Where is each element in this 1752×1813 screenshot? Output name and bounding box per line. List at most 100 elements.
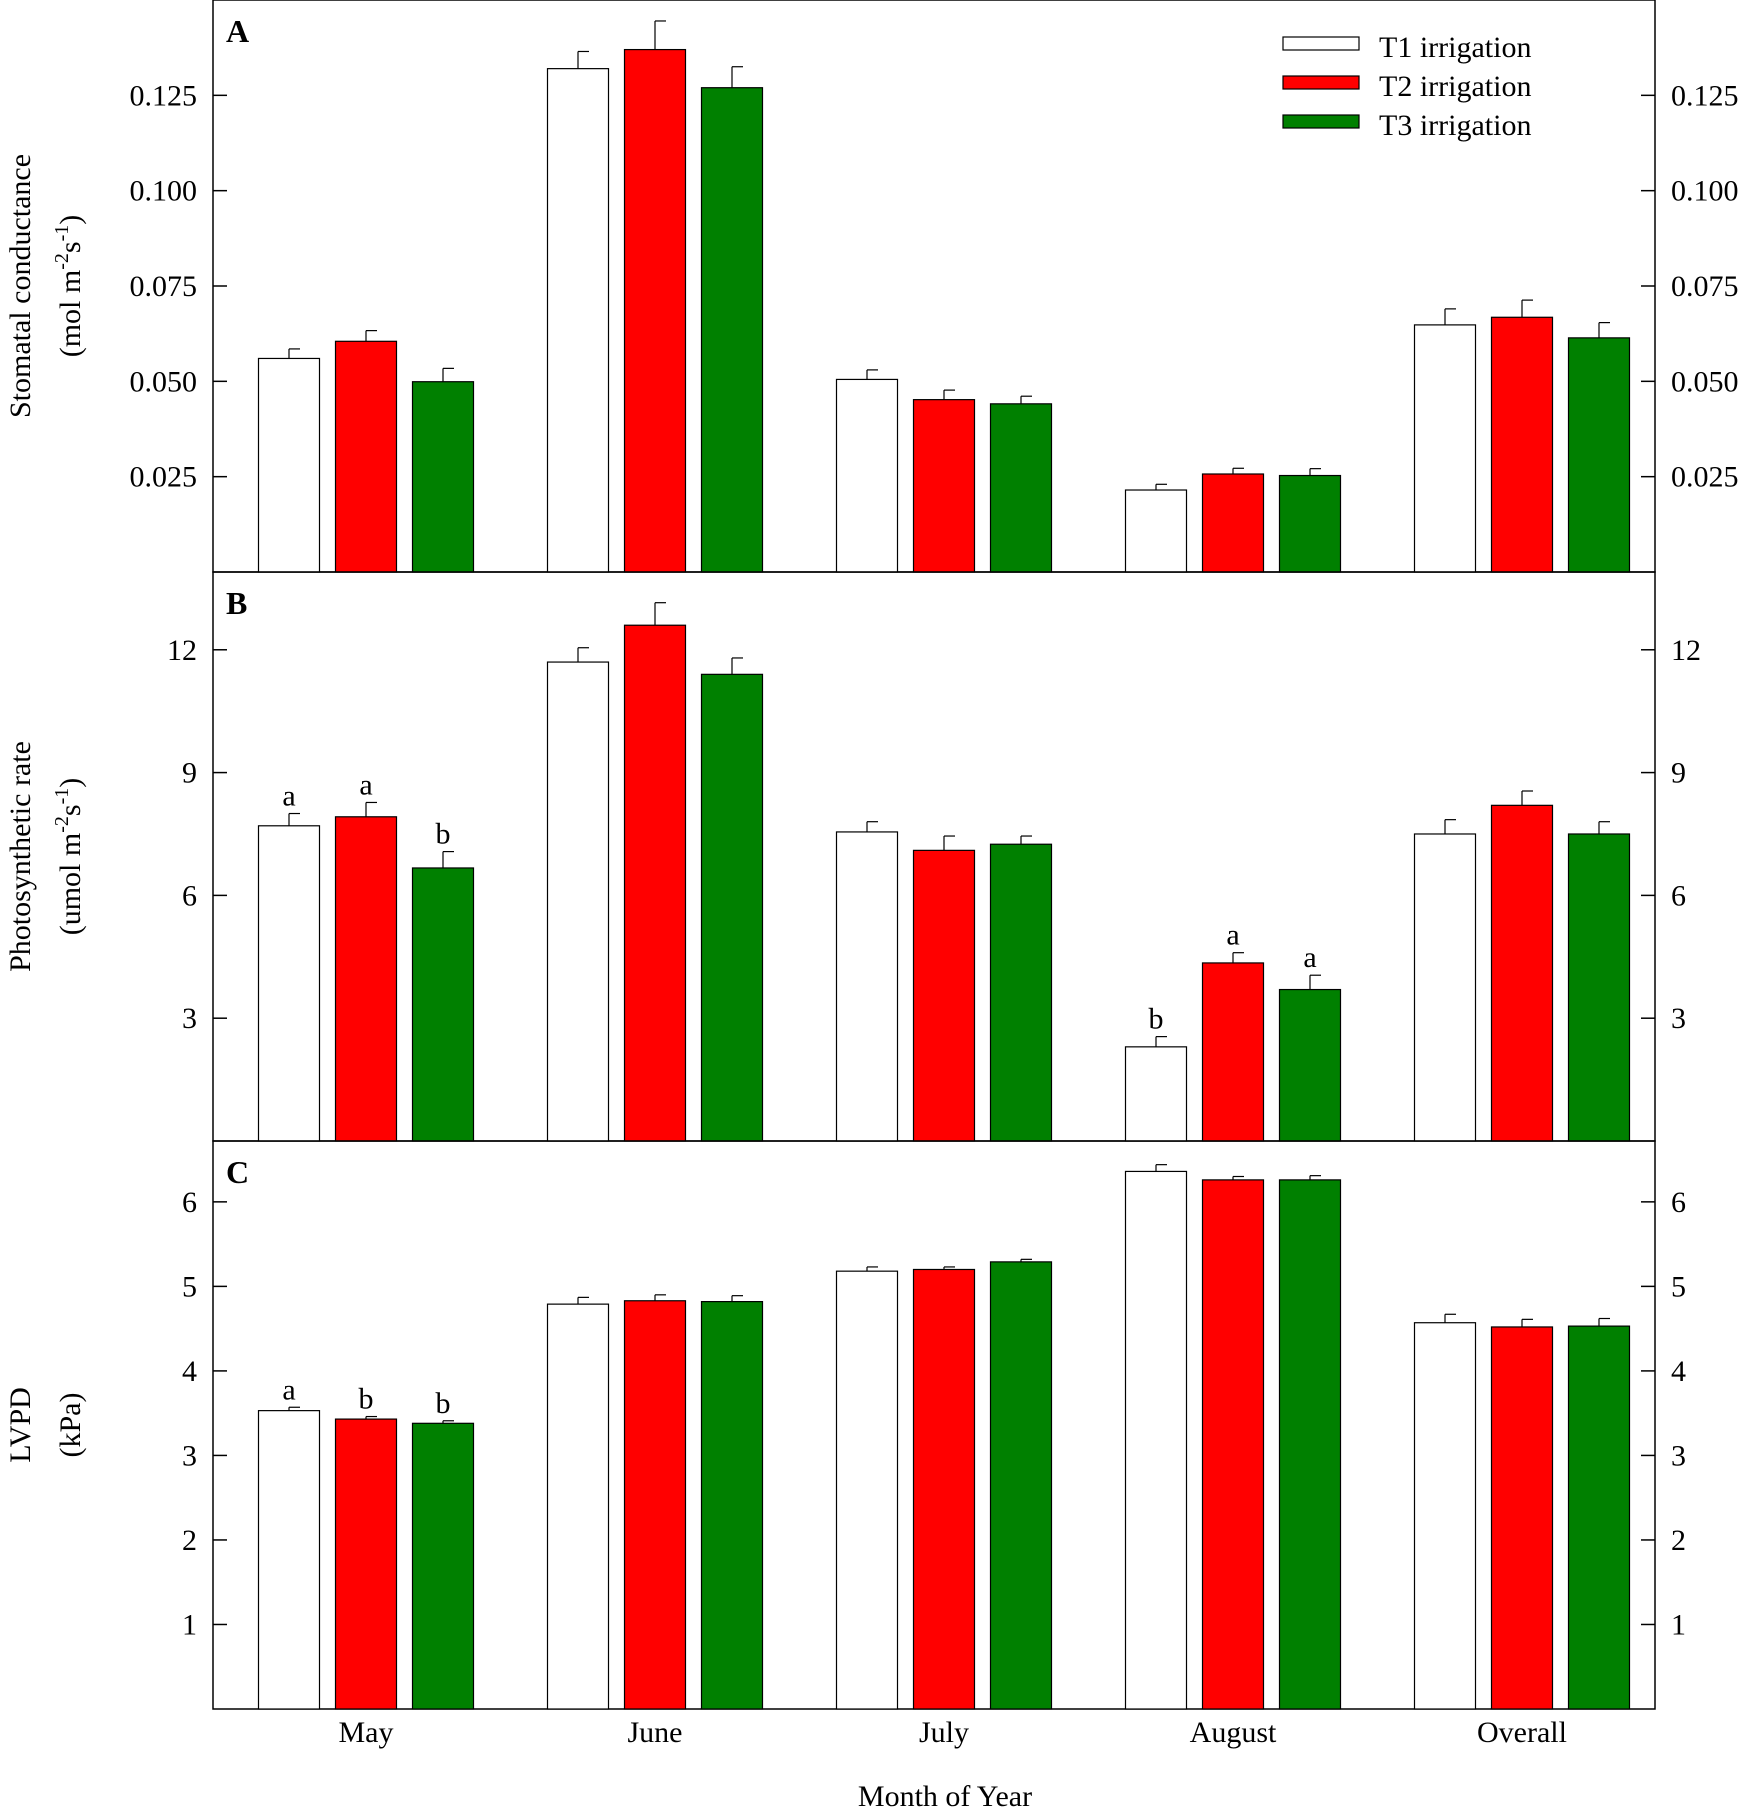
left-tick-label: 3: [182, 1002, 197, 1035]
left-tick-label: 6: [182, 879, 197, 912]
right-tick-label: 0.050: [1671, 365, 1739, 398]
significance-letter: a: [1303, 941, 1316, 974]
bar-A-overall-t2: [1490, 316, 1554, 573]
legend-swatch-t1: [1282, 36, 1360, 51]
right-tick-label: 6: [1671, 1186, 1686, 1219]
bar-C-july-t3: [989, 1261, 1053, 1710]
right-tick-label: 1: [1671, 1608, 1686, 1641]
bar-B-august-t1: [1124, 1046, 1188, 1142]
left-tick-label: 2: [182, 1524, 197, 1557]
legend-label-t2: T2 irrigation: [1379, 70, 1531, 103]
left-tick-label: 1: [182, 1608, 197, 1641]
left-tick-label: 3: [182, 1439, 197, 1472]
significance-letter: b: [359, 1383, 374, 1416]
left-tick-label: 12: [167, 634, 197, 667]
bar-B-june-t2: [623, 624, 687, 1142]
bar-C-june-t3: [700, 1300, 764, 1710]
bar-B-may-t3: [411, 867, 475, 1142]
right-tick-label: 3: [1671, 1002, 1686, 1035]
right-tick-label: 12: [1671, 634, 1701, 667]
right-tick-label: 0.125: [1671, 79, 1739, 112]
bar-A-may-t2: [334, 340, 398, 573]
panel-A: 0.025 0.025 0.050 0.050 0.075 0.075 0.100 0.100…: [4, 0, 1739, 573]
category-label-august: August: [1190, 1716, 1277, 1749]
category-label-overall: Overall: [1477, 1716, 1567, 1749]
bar-B-july-t3: [989, 843, 1053, 1142]
bar-B-july-t1: [835, 831, 899, 1142]
bar-A-may-t1: [257, 357, 321, 573]
bar-A-august-t2: [1201, 473, 1265, 573]
bar-A-overall-t3: [1567, 337, 1631, 573]
bar-B-june-t1: [546, 661, 610, 1142]
bar-A-june-t2: [623, 48, 687, 573]
significance-letter: a: [282, 1373, 295, 1406]
bar-A-june-t3: [700, 87, 764, 573]
y-axis-title: Stomatal conductance: [4, 154, 37, 418]
right-tick-label: 0.100: [1671, 175, 1739, 208]
right-tick-label: 6: [1671, 879, 1686, 912]
right-tick-label: 9: [1671, 757, 1686, 790]
right-tick-label: 0.075: [1671, 270, 1739, 303]
bar-B-july-t2: [912, 849, 976, 1142]
legend-swatch-t3: [1282, 114, 1360, 129]
right-tick-label: 0.025: [1671, 461, 1739, 494]
significance-letter: b: [1149, 1003, 1164, 1036]
category-label-july: July: [919, 1716, 969, 1749]
bar-B-overall-t2: [1490, 804, 1554, 1142]
bar-C-june-t2: [623, 1300, 687, 1710]
y-axis-title: LVPD: [4, 1387, 37, 1463]
bar-A-june-t1: [546, 68, 610, 573]
bar-B-overall-t3: [1567, 833, 1631, 1142]
left-tick-label: 0.125: [130, 79, 198, 112]
category-label-may: May: [339, 1716, 394, 1749]
left-tick-label: 0.100: [130, 175, 198, 208]
panel-letter: A: [226, 13, 249, 49]
panel-letter: C: [226, 1154, 249, 1190]
legend-label-t1: T1 irrigation: [1379, 31, 1531, 64]
significance-letter: a: [1226, 919, 1239, 952]
legend-label-t3: T3 irrigation: [1379, 109, 1531, 142]
right-tick-label: 2: [1671, 1524, 1686, 1557]
significance-letter: b: [436, 1387, 451, 1420]
bar-C-august-t2: [1201, 1179, 1265, 1710]
left-tick-label: 0.050: [130, 365, 198, 398]
bar-C-overall-t3: [1567, 1325, 1631, 1710]
bar-A-may-t3: [411, 381, 475, 573]
y-axis-units: (mol m-2s-1): [51, 215, 87, 358]
bar-B-august-t2: [1201, 962, 1265, 1142]
bar-C-june-t1: [546, 1303, 610, 1710]
left-tick-label: 0.075: [130, 270, 198, 303]
y-axis-units: (umol m-2s-1): [51, 778, 87, 936]
left-tick-label: 9: [182, 757, 197, 790]
right-tick-label: 3: [1671, 1439, 1686, 1472]
significance-letter: a: [359, 768, 372, 801]
bar-B-may-t2: [334, 816, 398, 1142]
bar-A-overall-t1: [1413, 324, 1477, 573]
bar-C-may-t3: [411, 1422, 475, 1710]
left-tick-label: 6: [182, 1186, 197, 1219]
bar-A-july-t2: [912, 399, 976, 573]
bar-A-august-t3: [1278, 474, 1342, 573]
right-tick-label: 5: [1671, 1270, 1686, 1303]
bar-C-may-t1: [257, 1410, 321, 1710]
panel-letter: B: [226, 585, 247, 621]
bar-B-may-t1: [257, 825, 321, 1142]
significance-letter: b: [436, 818, 451, 851]
bar-A-august-t1: [1124, 489, 1188, 573]
left-tick-label: 0.025: [130, 461, 198, 494]
left-tick-label: 5: [182, 1270, 197, 1303]
y-axis-title: Photosynthetic rate: [4, 741, 37, 972]
bar-C-july-t2: [912, 1268, 976, 1710]
y-axis-units: (kPa): [54, 1393, 87, 1458]
right-tick-label: 4: [1671, 1355, 1686, 1388]
bar-C-may-t2: [334, 1418, 398, 1710]
left-tick-label: 4: [182, 1355, 197, 1388]
bar-B-june-t3: [700, 673, 764, 1142]
bar-C-july-t1: [835, 1270, 899, 1710]
bar-C-august-t1: [1124, 1170, 1188, 1710]
bar-C-overall-t2: [1490, 1326, 1554, 1710]
panel-B: 3 3 6 6 9 9 12 12 B Photosynthetic rate (umol m-2s…: [4, 571, 1701, 1142]
significance-letter: a: [282, 780, 295, 813]
legend-swatch-t2: [1282, 75, 1360, 90]
